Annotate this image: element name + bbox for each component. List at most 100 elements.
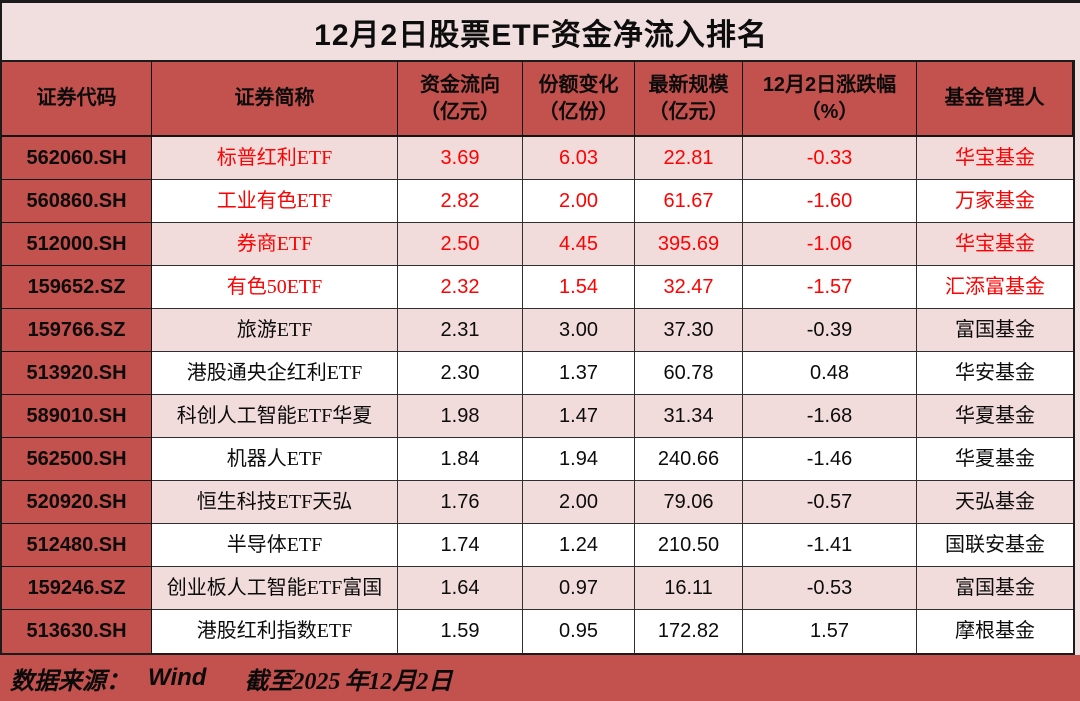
data-source-label: 数据来源： <box>10 668 130 695</box>
change-pct-cell: -0.39 <box>743 309 917 352</box>
data-source-name: Wind <box>148 664 207 691</box>
column-header-unit: （亿元） <box>648 100 729 123</box>
column-header-label: 资金流向 <box>420 73 500 96</box>
share-change-cell: 2.00 <box>523 180 635 223</box>
table-row: 159766.SZ 旅游ETF 2.31 3.00 37.30 -0.39 富国基金 <box>2 309 1073 352</box>
change-pct-cell: -1.46 <box>743 438 917 481</box>
flow-cell: 2.32 <box>398 266 523 309</box>
name-cell: 科创人工智能ETF华夏 <box>152 395 398 438</box>
footer-source-bar: 数据来源： Wind 截至2025 年12月2日 <box>0 655 1080 701</box>
code-cell: 512480.SH <box>2 524 152 567</box>
flow-cell: 1.74 <box>398 524 523 567</box>
manager-cell: 国联安基金 <box>917 524 1073 567</box>
column-header-label: 最新规模 <box>648 73 729 96</box>
flow-cell: 1.59 <box>398 610 523 653</box>
table-row: 560860.SH 工业有色ETF 2.82 2.00 61.67 -1.60 万家基金 <box>2 180 1073 223</box>
table-row: 512000.SH 券商ETF 2.50 4.45 395.69 -1.06 华宝基金 <box>2 223 1073 266</box>
change-pct-cell: -1.41 <box>743 524 917 567</box>
share-change-cell: 1.54 <box>523 266 635 309</box>
share-change-cell: 4.45 <box>523 223 635 266</box>
name-cell: 旅游ETF <box>152 309 398 352</box>
manager-cell: 万家基金 <box>917 180 1073 223</box>
column-header-scale: 最新规模 （亿元） <box>635 62 743 137</box>
code-cell: 562060.SH <box>2 137 152 180</box>
code-cell: 159766.SZ <box>2 309 152 352</box>
column-header-name: 证券简称 <box>152 62 398 137</box>
table-row: 562060.SH 标普红利ETF 3.69 6.03 22.81 -0.33 华宝基金 <box>2 137 1073 180</box>
change-pct-cell: -1.60 <box>743 180 917 223</box>
name-cell: 券商ETF <box>152 223 398 266</box>
name-cell: 机器人ETF <box>152 438 398 481</box>
column-header-unit: （亿份） <box>538 100 619 123</box>
manager-cell: 华宝基金 <box>917 223 1073 266</box>
share-change-cell: 1.94 <box>523 438 635 481</box>
name-cell: 半导体ETF <box>152 524 398 567</box>
code-cell: 513630.SH <box>2 610 152 653</box>
flow-cell: 2.50 <box>398 223 523 266</box>
flow-cell: 3.69 <box>398 137 523 180</box>
table-row: 562500.SH 机器人ETF 1.84 1.94 240.66 -1.46 华夏基金 <box>2 438 1073 481</box>
as-of-date: 截至2025 年12月2日 <box>244 661 452 696</box>
manager-cell: 富国基金 <box>917 309 1073 352</box>
change-pct-cell: -1.68 <box>743 395 917 438</box>
scale-cell: 32.47 <box>635 266 743 309</box>
manager-cell: 华夏基金 <box>917 438 1073 481</box>
column-header-flow: 资金流向 （亿元） <box>398 62 523 137</box>
code-cell: 520920.SH <box>2 481 152 524</box>
scale-cell: 79.06 <box>635 481 743 524</box>
change-pct-cell: 1.57 <box>743 610 917 653</box>
name-cell: 港股红利指数ETF <box>152 610 398 653</box>
flow-cell: 1.64 <box>398 567 523 610</box>
manager-cell: 华宝基金 <box>917 137 1073 180</box>
table-header-row: 证券代码 证券简称 资金流向 （亿元） 份额变化 （亿份） 最新规模 （亿元） 12月2日涨跌幅… <box>2 62 1073 137</box>
share-change-cell: 2.00 <box>523 481 635 524</box>
table-row: 159246.SZ 创业板人工智能ETF富国 1.64 0.97 16.11 -0.53 富… <box>2 567 1073 610</box>
scale-cell: 172.82 <box>635 610 743 653</box>
manager-cell: 汇添富基金 <box>917 266 1073 309</box>
flow-cell: 1.84 <box>398 438 523 481</box>
scale-cell: 60.78 <box>635 352 743 395</box>
manager-cell: 天弘基金 <box>917 481 1073 524</box>
column-header-unit: （亿元） <box>420 100 500 123</box>
share-change-cell: 0.97 <box>523 567 635 610</box>
flow-cell: 1.76 <box>398 481 523 524</box>
code-cell: 560860.SH <box>2 180 152 223</box>
change-pct-cell: -0.33 <box>743 137 917 180</box>
share-change-cell: 1.47 <box>523 395 635 438</box>
as-of-date-rest: 年12月2日 <box>344 668 453 695</box>
code-cell: 512000.SH <box>2 223 152 266</box>
name-cell: 有色50ETF <box>152 266 398 309</box>
table-row: 513920.SH 港股通央企红利ETF 2.30 1.37 60.78 0.48 华安基金 <box>2 352 1073 395</box>
scale-cell: 22.81 <box>635 137 743 180</box>
flow-cell: 2.82 <box>398 180 523 223</box>
table-row: 520920.SH 恒生科技ETF天弘 1.76 2.00 79.06 -0.57 天弘基金 <box>2 481 1073 524</box>
title-bar: 12月2日股票ETF资金净流入排名 <box>0 3 1080 60</box>
change-pct-cell: -1.57 <box>743 266 917 309</box>
table-row: 512480.SH 半导体ETF 1.74 1.24 210.50 -1.41 国联安基金 <box>2 524 1073 567</box>
change-pct-cell: 0.48 <box>743 352 917 395</box>
code-cell: 562500.SH <box>2 438 152 481</box>
manager-cell: 华夏基金 <box>917 395 1073 438</box>
column-header-code: 证券代码 <box>2 62 152 137</box>
share-change-cell: 0.95 <box>523 610 635 653</box>
name-cell: 标普红利ETF <box>152 137 398 180</box>
share-change-cell: 6.03 <box>523 137 635 180</box>
column-header-label: 证券简称 <box>234 87 315 109</box>
code-cell: 159246.SZ <box>2 567 152 610</box>
table-body: 562060.SH 标普红利ETF 3.69 6.03 22.81 -0.33 华宝基金 56… <box>2 137 1073 653</box>
table-row: 589010.SH 科创人工智能ETF华夏 1.98 1.47 31.34 -1.68 华夏… <box>2 395 1073 438</box>
scale-cell: 16.11 <box>635 567 743 610</box>
scale-cell: 240.66 <box>635 438 743 481</box>
manager-cell: 摩根基金 <box>917 610 1073 653</box>
code-cell: 159652.SZ <box>2 266 152 309</box>
share-change-cell: 1.37 <box>523 352 635 395</box>
flow-cell: 1.98 <box>398 395 523 438</box>
share-change-cell: 1.24 <box>523 524 635 567</box>
column-header-manager: 基金管理人 <box>917 62 1073 137</box>
change-pct-cell: -0.57 <box>743 481 917 524</box>
scale-cell: 37.30 <box>635 309 743 352</box>
column-header-label: 基金管理人 <box>944 87 1045 109</box>
column-header-share_change: 份额变化 （亿份） <box>523 62 635 137</box>
scale-cell: 31.34 <box>635 395 743 438</box>
